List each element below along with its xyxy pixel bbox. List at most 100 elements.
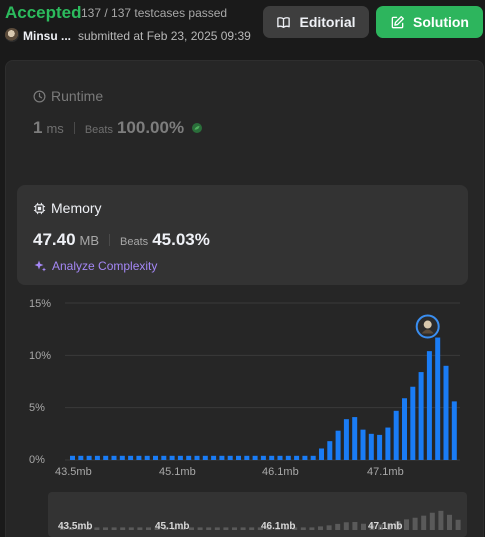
- chart-bar[interactable]: [144, 455, 150, 460]
- memory-tab[interactable]: [17, 185, 468, 285]
- chart-bar[interactable]: [103, 455, 109, 460]
- chart-bar[interactable]: [136, 455, 142, 460]
- navigator-bar: [103, 527, 108, 530]
- chart-bar[interactable]: [319, 448, 324, 460]
- chart-bar[interactable]: [186, 455, 192, 460]
- chart-bar[interactable]: [236, 455, 241, 460]
- chart-bar[interactable]: [418, 372, 424, 460]
- runtime-unit: ms: [46, 121, 64, 136]
- chart-bar[interactable]: [294, 455, 300, 460]
- divider: [73, 122, 75, 134]
- navigator-bar: [94, 527, 100, 530]
- chart-bar[interactable]: [252, 455, 258, 460]
- chart-bar[interactable]: [177, 455, 183, 460]
- navigator-bar: [300, 527, 306, 530]
- editorial-label: Editorial: [299, 14, 356, 30]
- chart-bar[interactable]: [277, 455, 283, 460]
- chart-bar[interactable]: [285, 455, 291, 460]
- chart-bar[interactable]: [443, 365, 449, 460]
- navigator-bar: [386, 523, 392, 530]
- chart-bar[interactable]: [335, 430, 341, 460]
- chart-bar[interactable]: [343, 419, 349, 460]
- chart-bar[interactable]: [368, 433, 374, 460]
- book-icon: [277, 16, 291, 28]
- chart-bar[interactable]: [402, 398, 407, 460]
- navigator-bar: [266, 527, 272, 530]
- chart-bar[interactable]: [310, 455, 316, 460]
- chart-bar[interactable]: [377, 434, 383, 460]
- navigator-bar: [283, 527, 289, 530]
- edit-icon: [391, 15, 404, 28]
- chart-bar[interactable]: [211, 455, 217, 460]
- navigator-bar: [180, 527, 186, 530]
- chart-bar[interactable]: [119, 455, 125, 460]
- username-link[interactable]: Minsu ...: [23, 29, 71, 43]
- navigator-bar: [154, 527, 160, 530]
- navigator-bar: [232, 527, 237, 530]
- chart-bar[interactable]: [410, 386, 416, 460]
- chart-bar[interactable]: [169, 455, 175, 460]
- y-tick-0: 0%: [29, 454, 45, 466]
- navigator-bar: [171, 527, 177, 530]
- chart-bar[interactable]: [260, 455, 266, 460]
- chart-bar[interactable]: [227, 455, 233, 460]
- chart-bar[interactable]: [302, 455, 308, 460]
- runtime-beats-value: 100.00%: [116, 118, 185, 137]
- x-tick-43-5: 43.5mb: [55, 466, 92, 478]
- chart-bar[interactable]: [219, 455, 225, 460]
- y-tick-15: 15%: [29, 298, 52, 310]
- result-status: Accepted: [5, 3, 82, 22]
- navigator-bar: [335, 523, 341, 530]
- chart-bar[interactable]: [202, 455, 208, 460]
- chart-bar[interactable]: [70, 455, 75, 460]
- memory-beats-label: Beats: [120, 236, 149, 248]
- chart-bar[interactable]: [393, 410, 399, 460]
- chart-bar[interactable]: [94, 455, 100, 460]
- analyze-label: Analyze Complexity: [52, 259, 158, 273]
- navigator-bar: [163, 527, 169, 530]
- analyze-complexity-link[interactable]: Analyze Complexity: [33, 259, 157, 273]
- navigator-bar: [395, 521, 401, 530]
- chart-range-navigator[interactable]: 43.5mb 45.1mb 46.1mb 47.1mb: [48, 492, 467, 537]
- runtime-label: Runtime: [51, 88, 104, 104]
- chart-bar[interactable]: [153, 455, 158, 460]
- your-submission-marker[interactable]: [415, 314, 440, 339]
- avatar[interactable]: [5, 28, 19, 42]
- navigator-bar: [120, 527, 126, 530]
- chart-bar[interactable]: [451, 401, 457, 460]
- chart-bar[interactable]: [385, 427, 391, 460]
- solution-button[interactable]: Solution: [376, 6, 483, 38]
- chart-bar[interactable]: [161, 455, 167, 460]
- chart-bar[interactable]: [327, 441, 333, 460]
- navigator-bar: [223, 527, 229, 530]
- navigator-bar: [412, 517, 418, 530]
- navigator-bar: [257, 527, 263, 530]
- chart-plot: [65, 302, 460, 461]
- chart-bar[interactable]: [78, 455, 84, 460]
- editorial-button[interactable]: Editorial: [263, 6, 369, 38]
- sparkle-icon: [34, 260, 46, 272]
- navigator-bar: [326, 525, 332, 530]
- chart-bar[interactable]: [128, 455, 134, 460]
- chart-bar[interactable]: [352, 417, 358, 460]
- runtime-beats-label: Beats: [84, 124, 113, 136]
- chart-bar[interactable]: [360, 429, 366, 460]
- runtime-tab[interactable]: Runtime: [33, 88, 103, 104]
- chart-bar[interactable]: [269, 455, 275, 460]
- chart-bar[interactable]: [244, 455, 250, 460]
- navigator-bar: [404, 519, 409, 530]
- navigator-bar: [146, 527, 151, 530]
- chart-bar[interactable]: [194, 455, 200, 460]
- navigator-bar: [77, 527, 83, 530]
- solution-label: Solution: [413, 14, 469, 30]
- memory-distribution-chart: 15% 10% 5% 0% 43.5mb 45.1mb 46.1mb 47.1m…: [0, 290, 485, 490]
- chart-bar[interactable]: [435, 337, 441, 460]
- chart-bar[interactable]: [86, 455, 92, 460]
- chart-bar[interactable]: [111, 455, 117, 460]
- chart-bar[interactable]: [426, 351, 432, 460]
- navigator-bar: [455, 519, 461, 530]
- navigator-bar: [189, 527, 194, 530]
- y-tick-10: 10%: [29, 350, 52, 362]
- memory-label: Memory: [51, 200, 102, 216]
- navigator-bar: [85, 527, 91, 530]
